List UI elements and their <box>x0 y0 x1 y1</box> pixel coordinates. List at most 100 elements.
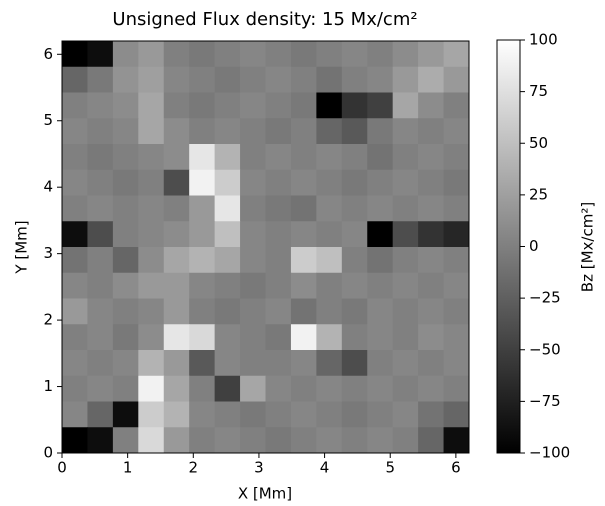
heatmap-cell <box>138 195 165 222</box>
heatmap-cell <box>367 324 394 351</box>
colorbar-tick-label: 0 <box>529 237 539 255</box>
heatmap-cell <box>341 118 368 145</box>
heatmap-cell <box>62 247 88 274</box>
heatmap-cell <box>367 272 394 299</box>
heatmap-cell <box>316 66 343 93</box>
y-tick-label: 4 <box>43 178 53 196</box>
heatmap-cell <box>341 375 368 402</box>
heatmap-cell <box>341 221 368 248</box>
heatmap-cell <box>418 92 445 119</box>
heatmap-cell <box>443 169 470 196</box>
heatmap-cell <box>392 195 419 222</box>
heatmap-cell <box>316 272 343 299</box>
heatmap-cell <box>443 401 470 428</box>
heatmap-cell <box>418 66 445 93</box>
colorbar-tick-label: 100 <box>529 31 558 49</box>
heatmap-cell <box>112 195 139 222</box>
heatmap-cell <box>214 427 241 454</box>
heatmap-cell <box>240 350 266 377</box>
heatmap-cell <box>240 324 266 351</box>
heatmap-cell <box>62 66 88 93</box>
heatmap-cell <box>392 41 419 68</box>
heatmap-cell <box>87 195 114 222</box>
heatmap-cell <box>189 144 216 171</box>
heatmap-cell <box>62 118 88 145</box>
heatmap-cell <box>316 221 343 248</box>
heatmap-cell <box>316 144 343 171</box>
colorbar-tick-label: −50 <box>529 340 561 358</box>
heatmap-cell <box>87 221 114 248</box>
heatmap-cell <box>316 375 343 402</box>
heatmap-cell <box>240 221 266 248</box>
heatmap-cell <box>290 66 317 93</box>
heatmap-cell <box>112 92 139 119</box>
heatmap-cell <box>87 375 114 402</box>
heatmap-cell <box>163 195 190 222</box>
heatmap-cell <box>316 298 343 325</box>
heatmap-cell <box>367 350 394 377</box>
heatmap-cell <box>341 41 368 68</box>
y-tick-label: 5 <box>43 111 53 129</box>
heatmap-cell <box>214 350 241 377</box>
heatmap-cell <box>367 144 394 171</box>
heatmap-cell <box>443 298 470 325</box>
heatmap-cell <box>290 401 317 428</box>
heatmap-cell <box>316 350 343 377</box>
heatmap-cell <box>163 169 190 196</box>
heatmap-cell <box>112 221 139 248</box>
heatmap-cell <box>163 144 190 171</box>
heatmap-cell <box>87 401 114 428</box>
colorbar-tick-label: −100 <box>529 444 570 462</box>
heatmap-cell <box>392 247 419 274</box>
heatmap-cell <box>240 144 266 171</box>
heatmap-cell <box>290 272 317 299</box>
heatmap-cell <box>189 247 216 274</box>
heatmap-cell <box>189 272 216 299</box>
heatmap-cell <box>392 427 419 454</box>
heatmap-cell <box>367 298 394 325</box>
heatmap-cell <box>189 169 216 196</box>
heatmap-cell <box>138 118 165 145</box>
heatmap-cell <box>214 92 241 119</box>
heatmap-cell <box>214 272 241 299</box>
heatmap-cell <box>290 221 317 248</box>
heatmap-cell <box>138 401 165 428</box>
heatmap-cell <box>87 324 114 351</box>
heatmap-cell <box>189 350 216 377</box>
heatmap-cell <box>163 324 190 351</box>
heatmap-cell <box>87 350 114 377</box>
heatmap-cell <box>443 66 470 93</box>
heatmap-cell <box>418 272 445 299</box>
heatmap-cell <box>418 375 445 402</box>
heatmap-cell <box>163 350 190 377</box>
heatmap-cell <box>163 221 190 248</box>
heatmap-cell <box>341 272 368 299</box>
heatmap-cell <box>138 324 165 351</box>
heatmap-cell <box>418 298 445 325</box>
heatmap-cell <box>138 66 165 93</box>
heatmap-cell <box>290 92 317 119</box>
heatmap-cell <box>443 324 470 351</box>
heatmap-cell <box>189 401 216 428</box>
heatmap-cell <box>418 401 445 428</box>
heatmap-cell <box>265 144 292 171</box>
heatmap-cell <box>62 92 88 119</box>
heatmap-cell <box>163 92 190 119</box>
heatmap-cell <box>341 169 368 196</box>
heatmap-cell <box>265 247 292 274</box>
heatmap <box>62 41 470 454</box>
heatmap-cell <box>290 247 317 274</box>
heatmap-cell <box>189 375 216 402</box>
heatmap-cell <box>62 195 88 222</box>
heatmap-cell <box>62 375 88 402</box>
heatmap-cell <box>443 92 470 119</box>
heatmap-cell <box>87 169 114 196</box>
heatmap-cell <box>443 41 470 68</box>
heatmap-cell <box>392 401 419 428</box>
heatmap-cell <box>240 66 266 93</box>
heatmap-cell <box>189 195 216 222</box>
heatmap-cell <box>418 195 445 222</box>
heatmap-cell <box>240 427 266 454</box>
heatmap-cell <box>240 272 266 299</box>
